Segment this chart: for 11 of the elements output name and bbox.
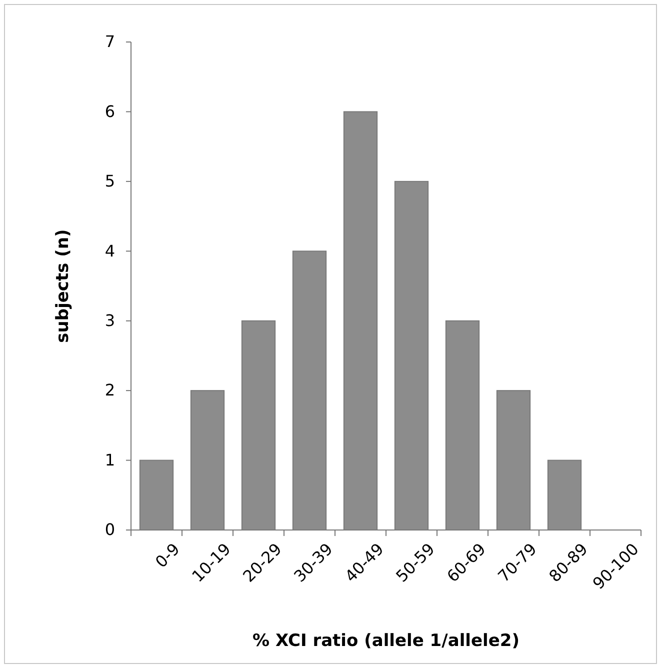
y-tick-label: 6 bbox=[104, 102, 115, 121]
x-tick-label: 0-9 bbox=[151, 539, 184, 572]
y-tick-label: 2 bbox=[104, 380, 115, 400]
y-tick-label: 4 bbox=[104, 241, 115, 260]
y-tick-label: 7 bbox=[104, 32, 115, 52]
x-axis-title: % XCI ratio (allele 1/allele2) bbox=[252, 631, 520, 651]
y-axis-title: subjects (n) bbox=[53, 229, 73, 343]
y-tick-label: 0 bbox=[104, 520, 115, 540]
y-tick-label: 3 bbox=[104, 310, 115, 330]
y-tick-label: 1 bbox=[104, 450, 115, 470]
y-tick-label: 5 bbox=[104, 172, 115, 191]
